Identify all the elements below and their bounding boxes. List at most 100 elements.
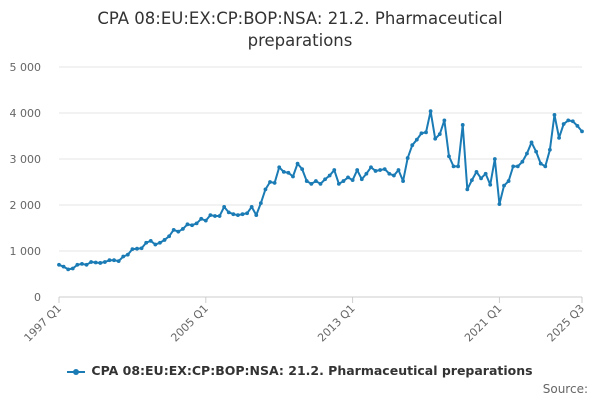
data-point[interactable]	[162, 238, 167, 242]
data-point[interactable]	[424, 130, 428, 135]
data-point[interactable]	[529, 140, 534, 145]
data-point[interactable]	[566, 118, 571, 123]
data-point[interactable]	[447, 154, 451, 159]
data-point[interactable]	[378, 168, 383, 172]
legend[interactable]: CPA 08:EU:EX:CP:BOP:NSA: 21.2. Pharmaceu…	[0, 363, 600, 378]
data-point[interactable]	[387, 171, 392, 176]
data-point[interactable]	[506, 179, 511, 183]
data-point[interactable]	[543, 164, 548, 169]
data-point[interactable]	[281, 169, 286, 174]
data-point[interactable]	[93, 260, 98, 265]
data-point[interactable]	[286, 170, 291, 175]
data-point[interactable]	[359, 177, 364, 182]
data-point[interactable]	[557, 135, 561, 140]
data-point[interactable]	[428, 109, 433, 114]
data-point[interactable]	[364, 171, 369, 176]
data-point[interactable]	[419, 131, 424, 136]
data-point[interactable]	[580, 129, 584, 134]
data-point[interactable]	[277, 165, 282, 170]
data-point[interactable]	[236, 213, 240, 218]
data-point[interactable]	[327, 173, 332, 178]
data-point[interactable]	[254, 213, 259, 218]
data-point[interactable]	[57, 262, 61, 267]
data-point[interactable]	[102, 260, 107, 264]
data-point[interactable]	[171, 227, 176, 232]
data-point[interactable]	[465, 187, 470, 192]
data-point[interactable]	[469, 178, 474, 183]
data-point[interactable]	[148, 238, 153, 243]
data-point[interactable]	[144, 240, 149, 245]
data-point[interactable]	[355, 168, 360, 172]
data-point[interactable]	[158, 240, 162, 245]
data-point[interactable]	[346, 175, 350, 180]
data-point[interactable]	[295, 161, 300, 166]
data-point[interactable]	[272, 181, 277, 185]
data-point[interactable]	[84, 262, 89, 267]
data-point[interactable]	[231, 212, 236, 217]
data-point[interactable]	[336, 181, 341, 186]
data-point[interactable]	[213, 214, 217, 218]
data-point[interactable]	[369, 165, 373, 170]
data-point[interactable]	[433, 136, 438, 141]
data-point[interactable]	[139, 246, 144, 251]
data-point[interactable]	[314, 179, 318, 183]
data-point[interactable]	[479, 176, 483, 181]
data-point[interactable]	[112, 258, 116, 263]
data-point[interactable]	[304, 179, 309, 183]
data-point[interactable]	[107, 258, 112, 263]
data-point[interactable]	[538, 161, 543, 166]
data-point[interactable]	[153, 242, 158, 247]
data-point[interactable]	[258, 201, 263, 206]
data-point[interactable]	[405, 156, 410, 160]
data-point[interactable]	[89, 260, 94, 264]
data-point[interactable]	[61, 264, 66, 269]
data-point[interactable]	[561, 122, 566, 126]
data-point[interactable]	[291, 174, 295, 179]
data-point[interactable]	[401, 179, 405, 183]
data-point[interactable]	[208, 213, 213, 218]
data-point[interactable]	[222, 204, 227, 209]
data-point[interactable]	[185, 222, 190, 227]
data-point[interactable]	[240, 212, 245, 217]
data-point[interactable]	[410, 143, 415, 148]
data-point[interactable]	[437, 132, 442, 137]
data-point[interactable]	[525, 151, 529, 156]
data-point[interactable]	[217, 214, 222, 218]
data-point[interactable]	[547, 147, 552, 152]
data-point[interactable]	[502, 183, 506, 188]
data-point[interactable]	[249, 204, 254, 209]
data-point[interactable]	[575, 123, 580, 128]
data-point[interactable]	[180, 227, 185, 231]
data-point[interactable]	[492, 157, 497, 161]
data-point[interactable]	[414, 137, 419, 142]
data-point[interactable]	[116, 259, 121, 264]
data-point[interactable]	[245, 211, 249, 216]
data-point[interactable]	[323, 177, 327, 182]
data-point[interactable]	[570, 119, 575, 124]
data-point[interactable]	[309, 181, 314, 186]
data-point[interactable]	[350, 178, 355, 183]
data-point[interactable]	[199, 216, 204, 221]
data-point[interactable]	[203, 218, 208, 223]
data-point[interactable]	[70, 266, 75, 271]
data-point[interactable]	[80, 261, 84, 266]
data-point[interactable]	[520, 159, 525, 164]
data-point[interactable]	[130, 247, 135, 252]
data-point[interactable]	[194, 221, 199, 226]
data-point[interactable]	[268, 180, 272, 184]
data-point[interactable]	[135, 246, 139, 251]
data-point[interactable]	[474, 169, 479, 174]
data-point[interactable]	[392, 173, 396, 178]
data-point[interactable]	[511, 164, 516, 169]
data-point[interactable]	[125, 252, 130, 257]
data-point[interactable]	[515, 164, 520, 169]
data-point[interactable]	[373, 169, 378, 173]
data-point[interactable]	[382, 167, 387, 172]
data-point[interactable]	[497, 202, 502, 206]
data-point[interactable]	[396, 168, 401, 172]
data-point[interactable]	[75, 262, 80, 267]
data-point[interactable]	[190, 223, 194, 228]
data-point[interactable]	[341, 179, 346, 183]
data-point[interactable]	[300, 167, 305, 172]
data-point[interactable]	[456, 164, 461, 169]
